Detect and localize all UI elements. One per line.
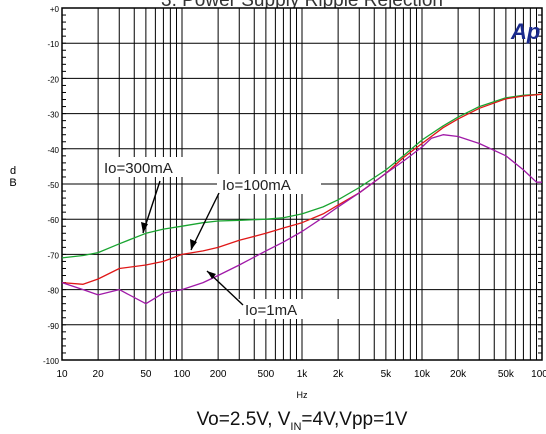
x-tick-label: 50	[140, 369, 152, 380]
y-tick-label: -90	[47, 322, 59, 331]
series-line-2	[61, 134, 542, 305]
x-tick-label: 10k	[414, 369, 431, 380]
y-tick-label: -100	[43, 357, 60, 366]
y-axis-label-b: B	[9, 177, 16, 189]
x-tick-label: 200	[210, 369, 227, 380]
io100-label: Io=100mA	[222, 177, 291, 194]
io300-label-bg	[99, 157, 187, 177]
x-tick-labels: 10 20 50 100 200 500 1k 2k 5k 10k 20k 50k 100k	[56, 369, 546, 380]
x-tick-label: 100	[174, 369, 191, 380]
chart-title: 3. Power Supply Ripple Rejection	[161, 0, 443, 11]
series-layer	[61, 93, 543, 305]
y-tick-label: -40	[47, 146, 59, 155]
x-tick-label: 5k	[381, 369, 393, 380]
x-tick-label: 1k	[297, 369, 309, 380]
x-tick-label: 20k	[450, 369, 467, 380]
y-axis-label-d: d	[10, 165, 16, 177]
test-conditions: Vo=2.5V, VIN=4V,Vpp=1V	[197, 409, 408, 433]
io100-arrow	[190, 192, 220, 251]
x-tick-label: 10	[56, 369, 68, 380]
y-tick-labels: +0 -10 -20 -30 -40 -50 -60 -70 -80 -90 -100	[43, 5, 60, 366]
io300-label: Io=300mA	[104, 160, 173, 177]
io100-label-bg	[217, 174, 321, 194]
series-line-0	[61, 93, 543, 259]
io100-arrowhead	[190, 239, 197, 250]
io300-arrowhead	[141, 222, 148, 233]
x-tick-label: 20	[93, 369, 105, 380]
grid-lines	[62, 7, 542, 361]
x-tick-label: 50k	[498, 369, 515, 380]
io1-arrowhead	[207, 271, 216, 279]
y-tick-label: -80	[47, 287, 59, 296]
series-line-1	[61, 93, 543, 285]
x-tick-label: 2k	[333, 369, 345, 380]
y-tick-label: +0	[50, 5, 60, 14]
y-tick-label: -70	[47, 251, 59, 260]
y-tick-label: -30	[47, 111, 59, 120]
y-tick-label: -20	[47, 75, 59, 84]
x-tick-label: 100k	[531, 369, 546, 380]
x-tick-label: 500	[258, 369, 275, 380]
y-tick-label: -10	[47, 40, 59, 49]
ap-logo: Ap	[510, 19, 540, 44]
y-tick-label: -50	[47, 181, 59, 190]
x-axis-label: Hz	[297, 390, 308, 400]
y-tick-label: -60	[47, 216, 59, 225]
io1-label: Io=1mA	[245, 302, 297, 319]
io1-label-bg	[237, 299, 341, 319]
